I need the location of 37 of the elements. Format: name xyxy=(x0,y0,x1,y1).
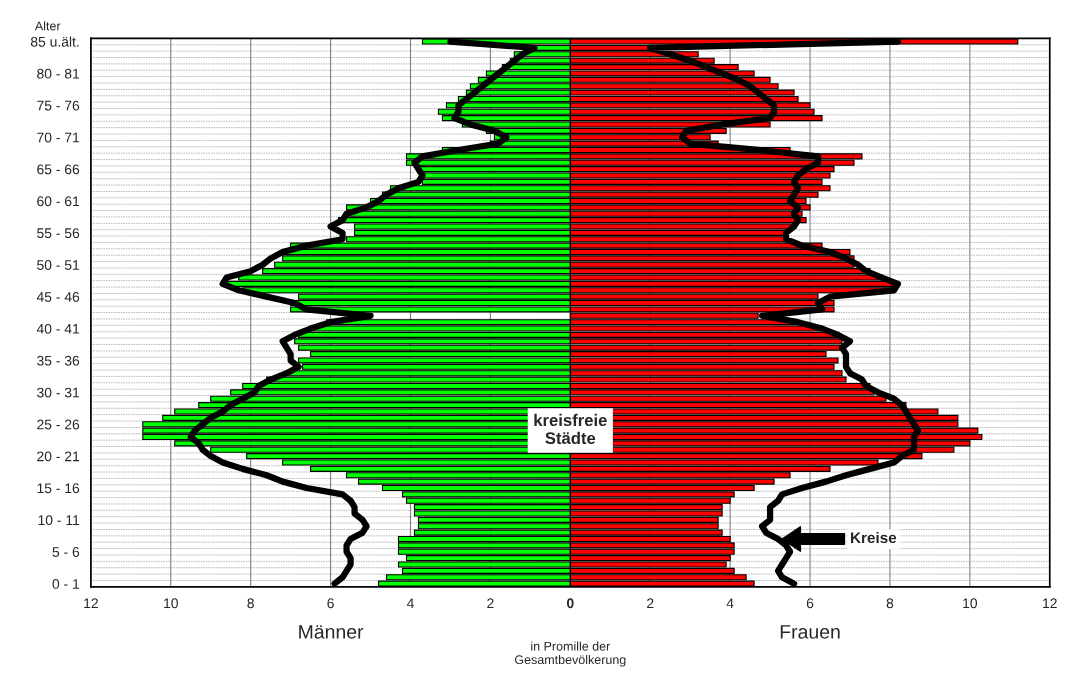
y-tick-label: 20 - 21 xyxy=(37,451,80,462)
x-tick-label: 2 xyxy=(487,598,494,609)
y-tick-label: 70 - 71 xyxy=(37,132,80,143)
y-tick-label: 75 - 76 xyxy=(37,100,80,111)
x-tick-label: 10 xyxy=(963,598,978,609)
annotation: kreisfreie Städte xyxy=(534,413,607,445)
x-tick-label: 4 xyxy=(406,598,414,609)
x-tick-label: 12 xyxy=(84,598,98,609)
y-tick-label: 65 - 66 xyxy=(37,164,80,175)
x-tick-label: 6 xyxy=(327,598,334,609)
x-tick-label: 0 xyxy=(567,598,574,609)
x-tick-label: 2 xyxy=(647,598,654,609)
y-tick-label: 45 - 46 xyxy=(36,292,80,302)
y-tick-label: 10 - 11 xyxy=(38,515,80,526)
x-tick-label: 10 xyxy=(164,598,178,609)
x-tick-label: 12 xyxy=(1043,598,1057,609)
x-tick-label: 6 xyxy=(806,598,814,609)
y-tick-label: 15 - 16 xyxy=(37,483,80,494)
x-tick-label: 8 xyxy=(247,598,254,609)
x-tick-label: 4 xyxy=(726,598,734,609)
y-tick-label: 0 - 1 xyxy=(52,579,80,589)
y-tick-label: 40 - 41 xyxy=(36,323,80,334)
annotation: Kreise xyxy=(851,531,897,544)
y-tick-label: 30 - 31 xyxy=(37,387,80,398)
y-axis-title: Alter xyxy=(34,21,61,31)
x-axis-title: in Promille der Gesamtbevölkerung xyxy=(515,641,626,667)
text: Frauen xyxy=(780,625,840,639)
y-tick-label: 80 - 81 xyxy=(37,68,80,79)
y-tick-label: 25 - 26 xyxy=(37,419,80,430)
x-tick-label: 8 xyxy=(886,598,894,609)
y-tick-label: 60 - 61 xyxy=(37,196,80,207)
y-tick-label: 5 - 6 xyxy=(52,547,80,557)
y-tick-label: 50 - 51 xyxy=(37,260,80,270)
y-tick-label: 55 - 56 xyxy=(37,228,80,239)
y-tick-label: 35 - 36 xyxy=(37,355,80,366)
y-tick-label: 85 u.ält. xyxy=(30,36,79,47)
text: Männer xyxy=(299,625,364,639)
